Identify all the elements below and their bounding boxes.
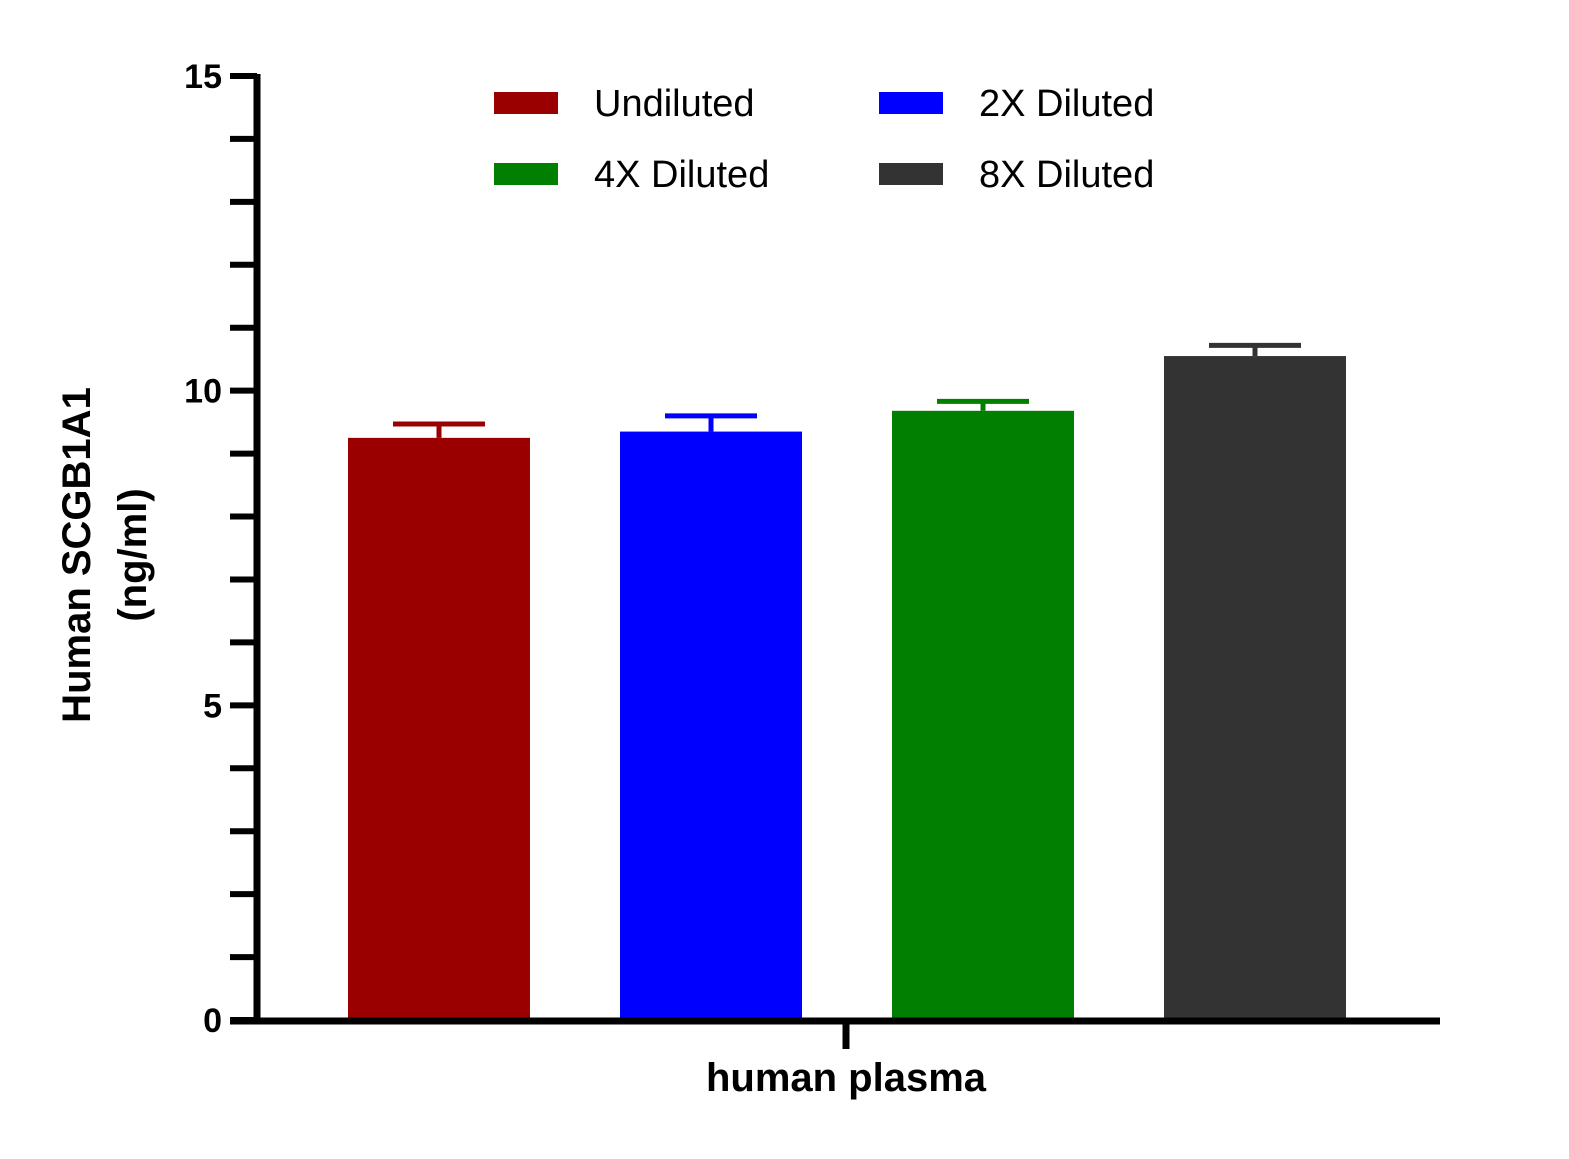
y-tick-label: 0	[203, 1002, 222, 1040]
legend-swatch	[879, 163, 943, 185]
bar-8x-diluted	[1164, 356, 1346, 1020]
legend-label: 4X Diluted	[594, 154, 769, 196]
legend-swatch	[494, 163, 558, 185]
legend: Undiluted 2X Diluted 4X Diluted 8X Diluted	[494, 83, 1154, 196]
error-bars-group	[393, 342, 1301, 438]
bar-undiluted	[348, 437, 530, 1020]
y-axis-title-line-2: (ng/ml)	[111, 488, 155, 621]
y-tick-label: 5	[203, 687, 222, 725]
bar-2x-diluted	[620, 431, 802, 1020]
axes-group	[230, 74, 1440, 1049]
y-axis-title: Human SCGB1A1 (ng/ml)	[55, 387, 155, 723]
legend-label: 8X Diluted	[979, 154, 1154, 196]
legend-swatch	[879, 92, 943, 114]
bars-group	[348, 356, 1346, 1021]
legend-swatch	[494, 92, 558, 114]
legend-label: 2X Diluted	[979, 83, 1154, 125]
x-tick-label: human plasma	[706, 1056, 987, 1100]
y-ticks-group	[230, 73, 257, 1023]
bar-4x-diluted	[892, 410, 1074, 1021]
y-axis-title-line-1: Human SCGB1A1	[55, 387, 99, 723]
y-tick-label: 15	[184, 58, 222, 96]
y-tick-labels-group: 0 5 10 15	[184, 58, 222, 1040]
legend-label: Undiluted	[594, 83, 755, 125]
y-tick-label: 10	[184, 373, 222, 411]
